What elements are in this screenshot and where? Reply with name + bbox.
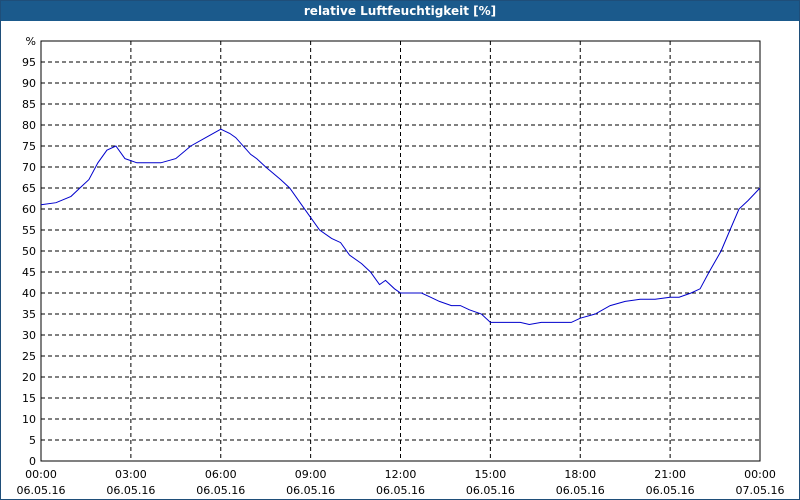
x-tick-date-label: 06.05.16 <box>17 484 66 497</box>
x-tick-time-label: 00:00 <box>744 468 776 481</box>
x-tick-date-label: 06.05.16 <box>646 484 695 497</box>
y-tick-label: 70 <box>22 161 36 174</box>
x-axis-ticks: 00:00 06.05.16 03:00 06.05.16 06:00 06.05.16 0… <box>17 468 785 497</box>
x-tick-time-label: 00:00 <box>25 468 57 481</box>
y-tick-label: 50 <box>22 245 36 258</box>
y-tick-label: 60 <box>22 203 36 216</box>
x-tick-time-label: 12:00 <box>385 468 417 481</box>
x-tick-time-label: 09:00 <box>295 468 327 481</box>
y-tick-label: 20 <box>22 371 36 384</box>
y-tick-label: 55 <box>22 224 36 237</box>
y-tick-label: 10 <box>22 413 36 426</box>
x-tick-date-label: 06.05.16 <box>466 484 515 497</box>
x-tick-date-label: 06.05.16 <box>286 484 335 497</box>
y-tick-label: 95 <box>22 56 36 69</box>
x-tick-time-label: 15:00 <box>475 468 507 481</box>
y-axis-ticks: 0 5 10 15 20 25 30 35 40 45 50 55 60 65 70 75 80 85 90 95 <box>22 56 36 468</box>
x-tick-time-label: 06:00 <box>205 468 237 481</box>
x-tick-time-label: 21:00 <box>654 468 686 481</box>
y-tick-label: 0 <box>29 455 36 468</box>
grid-lines <box>41 41 760 461</box>
chart-title: relative Luftfeuchtigkeit [%] <box>1 1 799 21</box>
y-tick-label: 35 <box>22 308 36 321</box>
y-tick-label: 30 <box>22 329 36 342</box>
y-axis-label: % <box>26 35 36 48</box>
y-tick-label: 5 <box>29 434 36 447</box>
y-tick-label: 15 <box>22 392 36 405</box>
y-tick-label: 25 <box>22 350 36 363</box>
humidity-series-line <box>40 128 761 326</box>
x-tick-date-label: 06.05.16 <box>106 484 155 497</box>
y-tick-label: 80 <box>22 119 36 132</box>
x-tick-date-label: 07.05.16 <box>736 484 785 497</box>
plot-area <box>40 40 761 462</box>
y-tick-label: 40 <box>22 287 36 300</box>
y-tick-label: 65 <box>22 182 36 195</box>
y-tick-label: 90 <box>22 77 36 90</box>
y-tick-label: 75 <box>22 140 36 153</box>
x-tick-date-label: 06.05.16 <box>376 484 425 497</box>
x-tick-time-label: 18:00 <box>564 468 596 481</box>
x-tick-date-label: 06.05.16 <box>556 484 605 497</box>
y-tick-label: 85 <box>22 98 36 111</box>
x-tick-time-label: 03:00 <box>115 468 147 481</box>
x-tick-date-label: 06.05.16 <box>196 484 245 497</box>
y-tick-label: 45 <box>22 266 36 279</box>
